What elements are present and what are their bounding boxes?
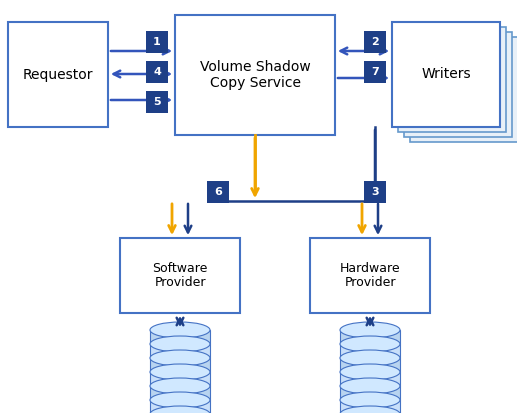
FancyBboxPatch shape bbox=[150, 400, 210, 413]
Text: 2: 2 bbox=[371, 37, 379, 47]
Text: Software
Provider: Software Provider bbox=[153, 261, 208, 290]
Ellipse shape bbox=[340, 336, 400, 352]
Text: Requestor: Requestor bbox=[23, 67, 93, 81]
FancyBboxPatch shape bbox=[175, 15, 335, 135]
FancyBboxPatch shape bbox=[404, 32, 512, 137]
FancyBboxPatch shape bbox=[364, 31, 386, 53]
Ellipse shape bbox=[150, 350, 210, 366]
Ellipse shape bbox=[150, 392, 210, 408]
FancyBboxPatch shape bbox=[150, 344, 210, 358]
Ellipse shape bbox=[150, 378, 210, 394]
Ellipse shape bbox=[340, 364, 400, 380]
Text: 1: 1 bbox=[153, 37, 161, 47]
FancyBboxPatch shape bbox=[150, 372, 210, 386]
FancyBboxPatch shape bbox=[146, 61, 168, 83]
Ellipse shape bbox=[340, 350, 400, 366]
FancyBboxPatch shape bbox=[340, 344, 400, 358]
Text: 4: 4 bbox=[153, 67, 161, 77]
Text: 5: 5 bbox=[153, 97, 161, 107]
Text: Volume Shadow
Copy Service: Volume Shadow Copy Service bbox=[200, 60, 310, 90]
FancyBboxPatch shape bbox=[398, 27, 506, 132]
Ellipse shape bbox=[150, 336, 210, 352]
FancyBboxPatch shape bbox=[150, 386, 210, 400]
FancyBboxPatch shape bbox=[150, 330, 210, 344]
FancyBboxPatch shape bbox=[392, 22, 500, 127]
FancyBboxPatch shape bbox=[340, 372, 400, 386]
FancyBboxPatch shape bbox=[146, 31, 168, 53]
FancyBboxPatch shape bbox=[364, 181, 386, 203]
FancyBboxPatch shape bbox=[340, 400, 400, 413]
FancyBboxPatch shape bbox=[8, 22, 108, 127]
Text: Hardware
Provider: Hardware Provider bbox=[340, 261, 400, 290]
FancyBboxPatch shape bbox=[120, 238, 240, 313]
FancyBboxPatch shape bbox=[410, 37, 517, 142]
FancyBboxPatch shape bbox=[340, 358, 400, 372]
Text: 7: 7 bbox=[371, 67, 379, 77]
Ellipse shape bbox=[340, 378, 400, 394]
Ellipse shape bbox=[150, 322, 210, 338]
FancyBboxPatch shape bbox=[364, 61, 386, 83]
Text: Writers: Writers bbox=[421, 67, 471, 81]
Ellipse shape bbox=[150, 406, 210, 413]
Ellipse shape bbox=[340, 406, 400, 413]
Ellipse shape bbox=[340, 392, 400, 408]
FancyBboxPatch shape bbox=[146, 91, 168, 113]
Ellipse shape bbox=[150, 364, 210, 380]
FancyBboxPatch shape bbox=[150, 358, 210, 372]
FancyBboxPatch shape bbox=[207, 181, 229, 203]
Ellipse shape bbox=[340, 322, 400, 338]
FancyBboxPatch shape bbox=[340, 386, 400, 400]
Text: 6: 6 bbox=[214, 187, 222, 197]
FancyBboxPatch shape bbox=[310, 238, 430, 313]
FancyBboxPatch shape bbox=[340, 330, 400, 344]
Text: 3: 3 bbox=[371, 187, 379, 197]
